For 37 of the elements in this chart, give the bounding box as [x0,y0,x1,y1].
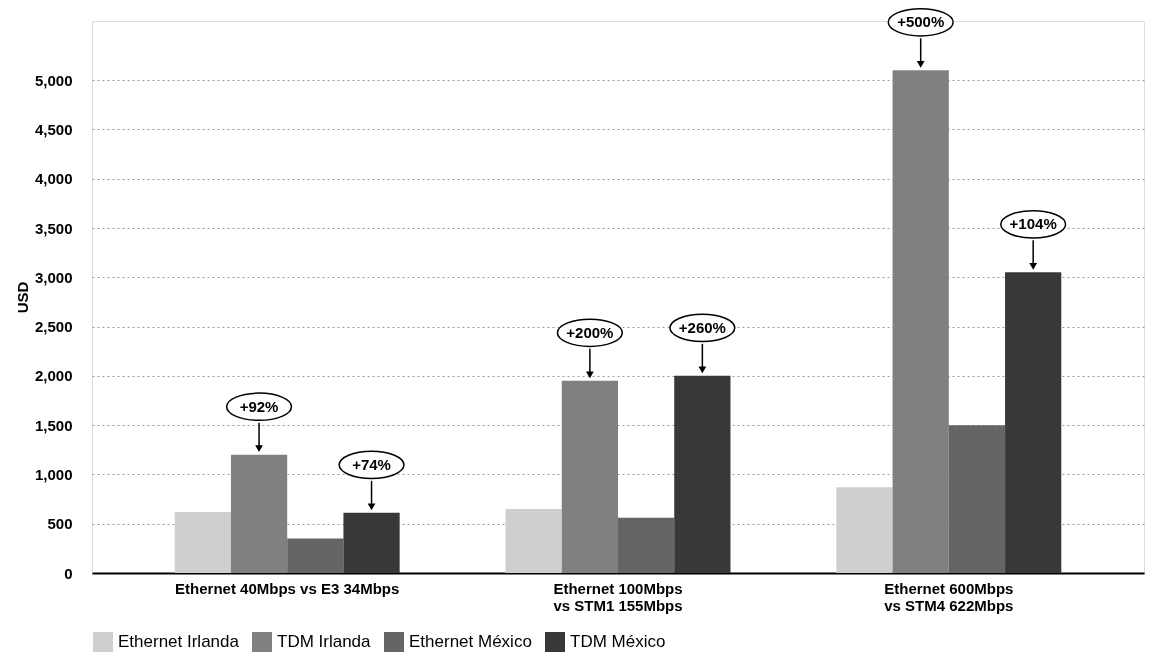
y-tick-label: 3,000 [34,268,73,286]
annotation: +200% [566,323,614,341]
y-tick-label: 3,500 [34,219,73,237]
y-axis-title: USD [13,281,31,314]
legend-label: Ethernet México [409,632,532,651]
bar [230,454,288,573]
legend-label: TDM Irlanda [277,632,372,651]
annotation: +500% [897,13,945,31]
bar [287,538,344,573]
bar [674,375,731,573]
y-tick-label: 2,000 [34,367,73,385]
x-tick-label: Ethernet 100Mbps vs STM1 155Mbps [553,579,683,614]
y-tick-label: 0 [64,564,73,582]
bar [892,70,949,573]
bar [948,425,1006,573]
legend-label: Ethernet Irlanda [118,632,240,651]
x-tick-label: Ethernet 600Mbps vs STM4 622Mbps [884,579,1014,614]
y-tick-label: 4,500 [34,120,73,138]
x-tick-label: Ethernet 40Mbps vs E3 34Mbps [175,579,400,597]
bar [618,517,675,573]
y-tick-label: 2,500 [34,318,73,336]
legend-label: TDM México [570,632,666,651]
y-tick-label: 4,000 [34,170,73,188]
bar [1005,272,1062,573]
annotation: +74% [352,455,391,473]
bar [561,380,618,573]
bar [174,511,231,573]
annotation: +104% [1009,215,1057,233]
annotation: +260% [678,318,726,336]
y-tick-label: 5,000 [34,71,73,89]
y-tick-label: 1,000 [34,465,73,483]
bar [836,487,893,573]
y-tick-label: 500 [47,515,73,533]
y-tick-label: 1,500 [34,416,73,434]
annotation: +92% [239,397,279,415]
bar [343,512,400,573]
bar [505,508,562,573]
